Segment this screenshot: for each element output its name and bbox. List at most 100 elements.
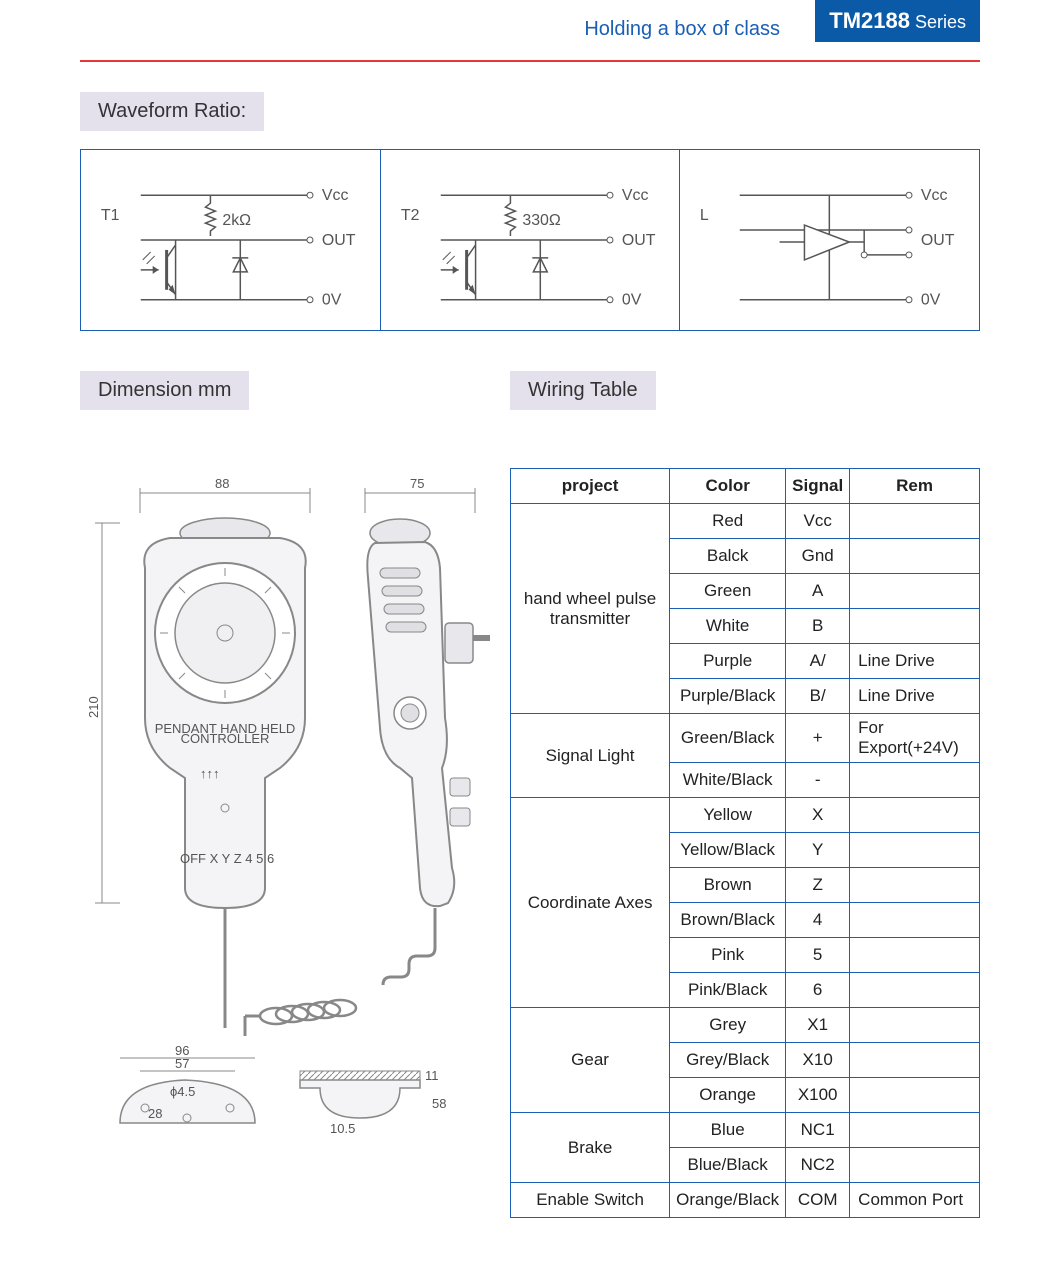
panel-name: L (700, 207, 709, 224)
section-label-dimension: Dimension mm (80, 371, 249, 410)
out-label: OUT (921, 232, 955, 249)
dim-11: 11 (425, 1068, 439, 1083)
cell-rem (850, 973, 980, 1008)
cell-color: Purple (670, 644, 786, 679)
panel-name: T2 (401, 207, 420, 224)
cell-rem (850, 1043, 980, 1078)
cell-signal: + (786, 714, 850, 763)
cell-color: Red (670, 504, 786, 539)
cell-color: Orange (670, 1078, 786, 1113)
dim-75: 75 (410, 476, 424, 491)
cell-rem (850, 938, 980, 973)
table-row: hand wheel pulse transmitterRedVcc (511, 504, 980, 539)
wiring-header-row: project Color Signal Rem (511, 469, 980, 504)
cell-signal: Z (786, 868, 850, 903)
zero-label: 0V (322, 292, 342, 309)
vcc-label: Vcc (622, 187, 649, 204)
cell-rem (850, 1148, 980, 1183)
out-label: OUT (322, 232, 356, 249)
cell-signal: X100 (786, 1078, 850, 1113)
page: Holding a box of class TM2188 Series Wav… (0, 0, 1060, 1273)
base-side: 10.5 58 11 (300, 1068, 446, 1136)
cell-signal: A (786, 574, 850, 609)
header-subtitle: Holding a box of class (584, 18, 780, 41)
cell-color: Blue (670, 1113, 786, 1148)
resistor-label: 2kΩ (222, 212, 251, 229)
waveform-svg-t1: T1 Vcc OUT 0V 2kΩ (81, 150, 380, 330)
cell-rem: Line Drive (850, 644, 980, 679)
dimension-svg: 88 75 210 (80, 468, 510, 1148)
table-row: GearGreyX1 (511, 1008, 980, 1043)
dim-28: 28 (148, 1106, 162, 1121)
cell-color: Brown/Black (670, 903, 786, 938)
cell-signal: 6 (786, 973, 850, 1008)
waveform-row: T1 Vcc OUT 0V 2kΩ (80, 149, 980, 331)
cell-color: Yellow/Black (670, 833, 786, 868)
svg-text:OFF X Y Z 4 5 6: OFF X Y Z 4 5 6 (180, 851, 274, 866)
dimension-figure: 88 75 210 (80, 468, 510, 1148)
col-rem: Rem (850, 469, 980, 504)
vcc-label: Vcc (322, 187, 349, 204)
cell-signal: Vcc (786, 504, 850, 539)
cell-rem: For Export(+24V) (850, 714, 980, 763)
series-badge: TM2188 Series (815, 0, 980, 42)
base-front: 96 57 ϕ4.5 28 (120, 1043, 255, 1123)
cell-color: Green/Black (670, 714, 786, 763)
cell-color: Pink/Black (670, 973, 786, 1008)
cell-color: Pink (670, 938, 786, 973)
table-row: Enable SwitchOrange/BlackCOMCommon Port (511, 1183, 980, 1218)
cell-signal: Gnd (786, 539, 850, 574)
table-row: Coordinate AxesYellowX (511, 798, 980, 833)
waveform-svg-t2: T2 Vcc OUT 0V 330Ω (381, 150, 680, 330)
group-cell: Gear (511, 1008, 670, 1113)
dimension-column: Dimension mm 88 75 210 (80, 371, 510, 1218)
cell-signal: B (786, 609, 850, 644)
cell-rem (850, 833, 980, 868)
cell-color: Yellow (670, 798, 786, 833)
cell-rem (850, 798, 980, 833)
group-cell: Enable Switch (511, 1183, 670, 1218)
wiring-column: Wiring Table project Color Signal Rem ha… (510, 371, 980, 1218)
cell-signal: X (786, 798, 850, 833)
cell-rem (850, 609, 980, 644)
col-signal: Signal (786, 469, 850, 504)
table-row: Signal LightGreen/Black+For Export(+24V) (511, 714, 980, 763)
header: Holding a box of class TM2188 Series (80, 0, 980, 60)
zero-label: 0V (622, 292, 642, 309)
col-project: project (511, 469, 670, 504)
cell-rem (850, 1008, 980, 1043)
section-label-waveform: Waveform Ratio: (80, 92, 264, 131)
cell-signal: X10 (786, 1043, 850, 1078)
header-rule (80, 60, 980, 62)
panel-name: T1 (101, 207, 120, 224)
cell-rem (850, 539, 980, 574)
cell-rem: Line Drive (850, 679, 980, 714)
group-cell: Coordinate Axes (511, 798, 670, 1008)
cell-color: Blue/Black (670, 1148, 786, 1183)
wiring-table: project Color Signal Rem hand wheel puls… (510, 468, 980, 1218)
cell-signal: 4 (786, 903, 850, 938)
cell-color: Grey (670, 1008, 786, 1043)
cell-rem (850, 504, 980, 539)
cell-signal: NC2 (786, 1148, 850, 1183)
waveform-panel-l: L Vcc OUT 0V (680, 150, 979, 330)
series-bold: TM2188 (829, 8, 910, 33)
cell-rem (850, 1078, 980, 1113)
dim-57: 57 (175, 1056, 189, 1071)
dim-58: 58 (432, 1096, 446, 1111)
cell-signal: B/ (786, 679, 850, 714)
cell-color: Grey/Black (670, 1043, 786, 1078)
table-row: BrakeBlueNC1 (511, 1113, 980, 1148)
dim-105: 10.5 (330, 1121, 355, 1136)
lower-row: Dimension mm 88 75 210 (80, 371, 980, 1218)
cell-color: Green (670, 574, 786, 609)
cell-signal: - (786, 763, 850, 798)
cell-signal: COM (786, 1183, 850, 1218)
waveform-panel-t2: T2 Vcc OUT 0V 330Ω (381, 150, 681, 330)
waveform-svg-l: L Vcc OUT 0V (680, 150, 979, 330)
cell-rem (850, 763, 980, 798)
cell-color: Brown (670, 868, 786, 903)
section-label-wiring: Wiring Table (510, 371, 656, 410)
cell-rem: Common Port (850, 1183, 980, 1218)
pendant-front: PENDANT HAND HELD CONTROLLER ↑↑↑ OFF X Y… (144, 518, 305, 1028)
